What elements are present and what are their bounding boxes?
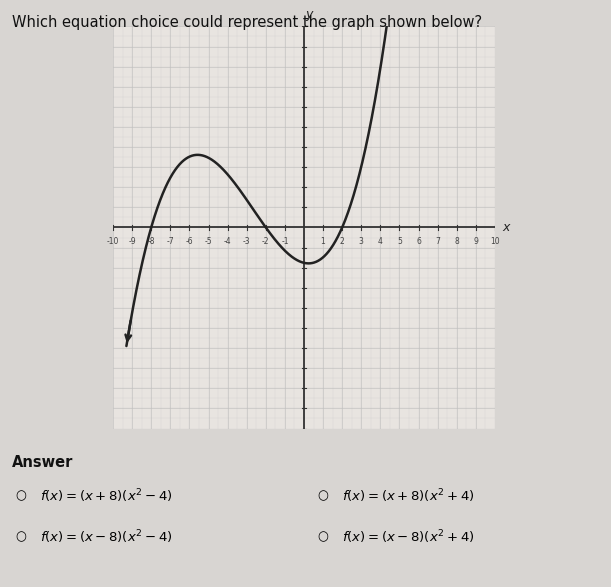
Text: $f(x) = (x + 8)(x^2 - 4)$: $f(x) = (x + 8)(x^2 - 4)$ xyxy=(40,487,172,505)
Text: -10: -10 xyxy=(107,237,119,245)
Text: 9: 9 xyxy=(474,237,478,245)
Text: ○: ○ xyxy=(15,531,26,544)
Text: 7: 7 xyxy=(435,237,440,245)
Text: y: y xyxy=(305,8,312,21)
Text: -6: -6 xyxy=(186,237,193,245)
Text: -5: -5 xyxy=(205,237,212,245)
Text: 6: 6 xyxy=(416,237,421,245)
Text: 4: 4 xyxy=(378,237,382,245)
Text: -1: -1 xyxy=(281,237,288,245)
Text: ○: ○ xyxy=(318,490,329,502)
Text: $f(x) = (x + 8)(x^2 + 4)$: $f(x) = (x + 8)(x^2 + 4)$ xyxy=(342,487,475,505)
Text: Answer: Answer xyxy=(12,455,73,470)
Text: -7: -7 xyxy=(167,237,174,245)
Text: 5: 5 xyxy=(397,237,402,245)
Text: -8: -8 xyxy=(147,237,155,245)
Text: 10: 10 xyxy=(490,237,500,245)
Text: ○: ○ xyxy=(318,531,329,544)
Text: $f(x) = (x - 8)(x^2 + 4)$: $f(x) = (x - 8)(x^2 + 4)$ xyxy=(342,528,475,546)
Text: 3: 3 xyxy=(359,237,364,245)
Text: x: x xyxy=(503,221,510,234)
Text: ○: ○ xyxy=(15,490,26,502)
Text: -9: -9 xyxy=(128,237,136,245)
Text: -4: -4 xyxy=(224,237,232,245)
Text: $f(x) = (x - 8)(x^2 - 4)$: $f(x) = (x - 8)(x^2 - 4)$ xyxy=(40,528,172,546)
Text: -3: -3 xyxy=(243,237,251,245)
Text: Which equation choice could represent the graph shown below?: Which equation choice could represent th… xyxy=(12,15,482,30)
Text: 1: 1 xyxy=(321,237,326,245)
Text: 2: 2 xyxy=(340,237,345,245)
Text: -2: -2 xyxy=(262,237,269,245)
Text: 8: 8 xyxy=(455,237,459,245)
